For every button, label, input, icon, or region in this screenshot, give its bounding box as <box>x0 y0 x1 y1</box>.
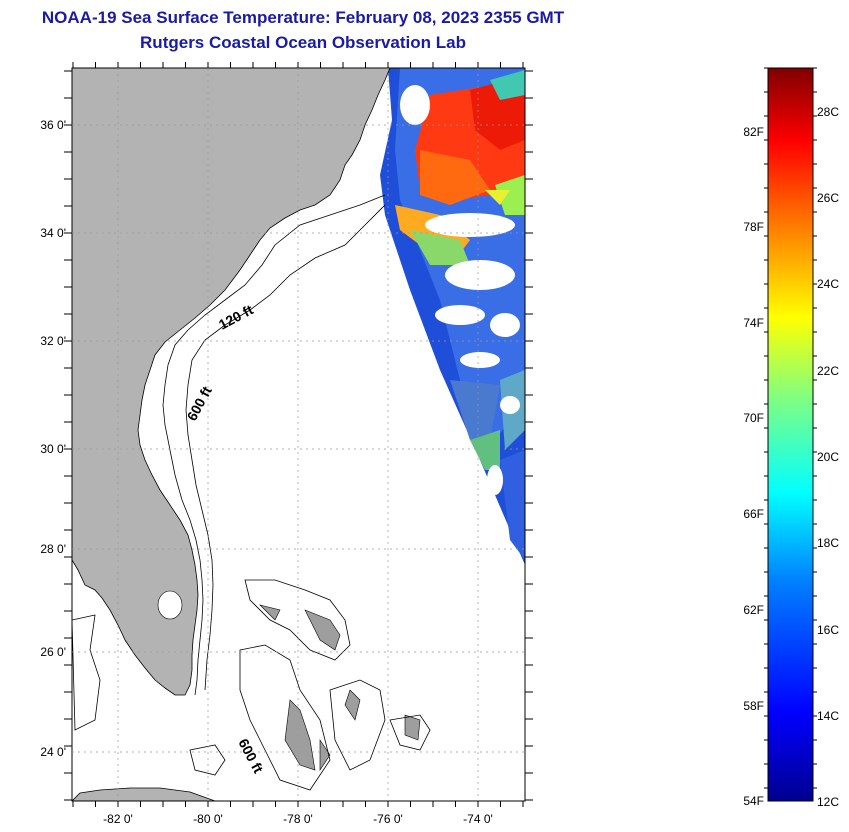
lat-label: 24 0' <box>40 745 66 759</box>
colorbar-f-label: 74F <box>743 316 764 330</box>
chart-title: NOAA-19 Sea Surface Temperature: Februar… <box>41 8 565 27</box>
lon-label: -82 0' <box>103 812 133 826</box>
colorbar-f-label: 62F <box>743 603 764 617</box>
sst-swath <box>380 68 525 565</box>
lat-label: 34 0' <box>40 226 66 240</box>
cuba-landmass <box>72 787 216 801</box>
colorbar <box>767 67 814 802</box>
lon-label: -78 0' <box>283 812 313 826</box>
lon-label: -80 0' <box>193 812 223 826</box>
colorbar-f-label: 58F <box>743 699 764 713</box>
lat-label: 26 0' <box>40 645 66 659</box>
bathymetry-contours <box>72 194 431 791</box>
chart-subtitle: Rutgers Coastal Ocean Observation Lab <box>140 33 466 52</box>
colorbar-c-label: 24C <box>817 277 839 291</box>
colorbar-f-label: 82F <box>743 125 764 139</box>
axis-ticks <box>64 62 533 807</box>
colorbar-c-label: 26C <box>817 191 839 205</box>
colorbar-f-label: 54F <box>743 794 764 808</box>
colorbar-f-label: 66F <box>743 507 764 521</box>
colorbar-f-label: 70F <box>743 411 764 425</box>
colorbar-c-label: 22C <box>817 364 839 378</box>
colorbar-c-label: 20C <box>817 450 839 464</box>
graticule <box>72 68 525 801</box>
colorbar-c-label: 16C <box>817 623 839 637</box>
colorbar-c-label: 28C <box>817 105 839 119</box>
colorbar-c-label: 18C <box>817 536 839 550</box>
lon-label: -76 0' <box>373 812 403 826</box>
colorbar-ticks <box>764 67 817 789</box>
colorbar-c-label: 12C <box>817 795 839 809</box>
lon-label: -74 0' <box>463 812 493 826</box>
colorbar-f-label: 78F <box>743 220 764 234</box>
colorbar-c-label: 14C <box>817 709 839 723</box>
lat-label: 28 0' <box>40 542 66 556</box>
us-landmass <box>72 68 391 696</box>
lat-label: 36 0' <box>40 118 66 132</box>
lat-label: 30 0' <box>40 442 66 456</box>
lat-label: 32 0' <box>40 334 66 348</box>
bahamas-islands <box>259 604 421 771</box>
